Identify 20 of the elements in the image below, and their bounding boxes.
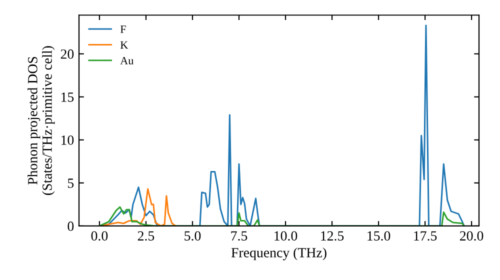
legend-label: K: [120, 41, 128, 49]
x-tick-label: 7.5: [231, 231, 248, 241]
x-tick-label: 17.5: [414, 231, 437, 241]
x-tick-label: 12.5: [321, 231, 344, 241]
legend-label: F: [120, 26, 126, 33]
x-tick-label: 5.0: [184, 231, 201, 241]
y-tick-label: 10: [61, 135, 74, 145]
x-tick-label: 20.0: [460, 231, 484, 241]
x-tick-label: 2.5: [138, 231, 154, 241]
x-tick-label: 0.0: [91, 231, 108, 241]
x-tick-label: 15.0: [368, 231, 390, 241]
y-tick-label: 15: [61, 92, 74, 102]
y-tick-label: 0: [68, 222, 74, 231]
x-tick-label: 10.0: [274, 231, 298, 241]
y-tick-label: 20: [60, 49, 74, 59]
x-axis-title: Frequency (THz): [231, 248, 326, 260]
legend-label: Au: [120, 56, 134, 64]
y-axis-title: Phonon projected DOS (States/THz·primitive cell): [28, 46, 55, 195]
line-series: [98, 206, 465, 226]
y-tick-label: 5: [68, 178, 74, 188]
